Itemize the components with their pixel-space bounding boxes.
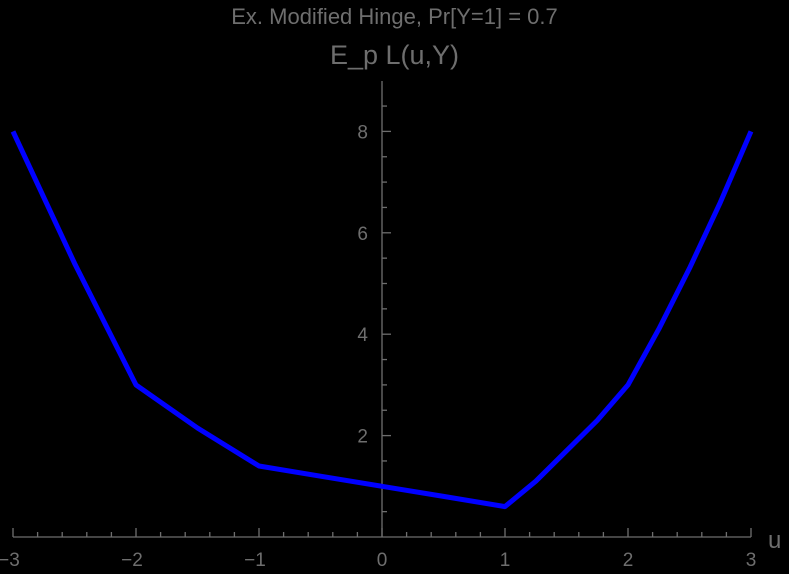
x-tick-label: 2 — [623, 550, 634, 571]
x-tick-label: 0 — [377, 550, 388, 571]
data-line — [10, 130, 754, 510]
x-axis-label: u — [768, 527, 781, 554]
y-tick-label: 2 — [357, 427, 368, 448]
tick-labels: −3 −2 −1 0 1 2 3 2 4 6 8 — [0, 122, 756, 571]
x-tick-label: 3 — [746, 550, 757, 571]
ticks — [12, 105, 752, 537]
x-tick-label: −3 — [0, 550, 20, 571]
x-tick-label: −2 — [121, 550, 143, 571]
x-tick-label: 1 — [500, 550, 511, 571]
y-tick-label: 8 — [357, 122, 368, 143]
chart-subtitle: E_p L(u,Y) — [329, 40, 460, 70]
chart-title: Ex. Modified Hinge, Pr[Y=1] = 0.7 — [231, 4, 558, 29]
x-tick-label: −1 — [244, 550, 266, 571]
y-tick-label: 6 — [357, 224, 368, 245]
y-tick-label: 4 — [357, 325, 368, 346]
